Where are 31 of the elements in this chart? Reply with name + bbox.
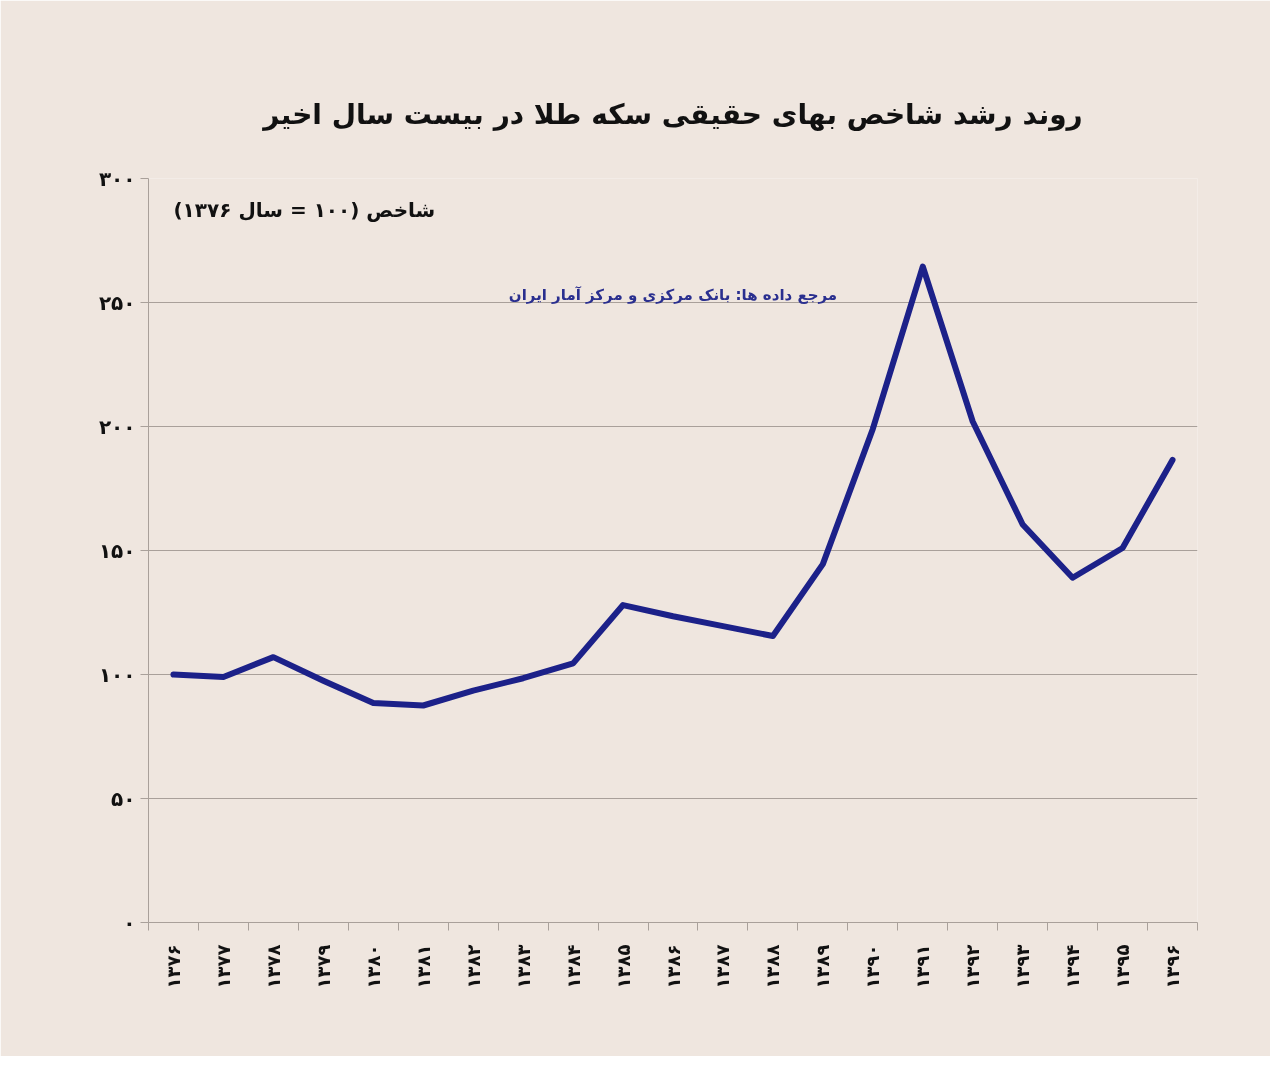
- x-tick-label: ۱۳۹۰: [862, 944, 884, 989]
- x-tick-label: ۱۳۷۸: [262, 944, 284, 989]
- y-tick-label: ۵۰: [111, 786, 136, 811]
- x-tick-label: ۱۳۸۱: [412, 944, 434, 989]
- x-tick-label: ۱۳۸۸: [762, 944, 784, 989]
- x-tick-label: ۱۳۸۴: [562, 944, 584, 989]
- x-tick-label: ۱۳۸۵: [612, 944, 634, 989]
- y-axis-title: شاخص (۱۰۰ = سال ۱۳۷۶): [173, 197, 436, 222]
- chart-title: روند رشد شاخص بهای حقیقی سکه طلا در بیست سال اخیر: [261, 98, 1083, 131]
- x-tick-label: ۱۳۹۳: [1012, 944, 1034, 989]
- x-tick-label: ۱۳۸۲: [462, 944, 484, 989]
- annotation: مرجع داده ها: بانک مرکزی و مرکز آمار ایران: [508, 286, 838, 305]
- y-tick-label: ۰: [123, 910, 136, 935]
- y-tick-label: ۲۵۰: [98, 290, 136, 315]
- x-tick-label: ۱۳۹۵: [1112, 944, 1134, 989]
- x-tick-label: ۱۳۸۶: [662, 944, 684, 989]
- x-tick-label: ۱۳۷۶: [162, 944, 184, 989]
- x-tick-label: ۱۳۸۰: [362, 944, 384, 989]
- x-tick-label: ۱۳۷۷: [212, 944, 234, 989]
- x-tick-label: ۱۳۷۹: [312, 944, 334, 989]
- x-tick-label: ۱۳۸۳: [512, 944, 534, 989]
- x-tick-label: ۱۳۹۲: [962, 944, 984, 989]
- y-tick-label: ۳۰۰: [98, 166, 136, 191]
- y-tick-label: ۱۰۰: [98, 662, 136, 687]
- y-tick-label: ۱۵۰: [98, 538, 136, 563]
- y-tick-label: ۲۰۰: [98, 414, 136, 439]
- x-tick-label: ۱۳۹۱: [912, 944, 934, 989]
- x-tick-label: ۱۳۸۹: [812, 944, 834, 989]
- x-tick-label: ۱۳۸۷: [712, 944, 734, 989]
- x-tick-label: ۱۳۹۶: [1162, 944, 1184, 989]
- x-tick-label: ۱۳۹۴: [1062, 944, 1084, 989]
